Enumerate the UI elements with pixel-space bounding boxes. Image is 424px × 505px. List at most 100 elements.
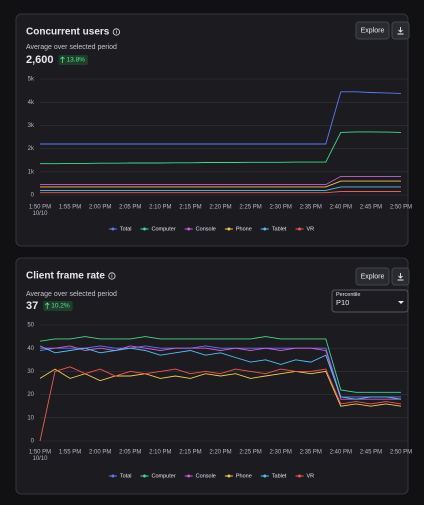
x-tick-label: 2:30 PM	[269, 205, 291, 211]
x-tick-label: 1:50 PM	[29, 450, 51, 456]
x-tick-label: 2:50 PM	[390, 205, 412, 211]
series-line	[40, 180, 401, 188]
y-tick-label: 10	[27, 415, 34, 421]
up-arrow	[44, 302, 50, 309]
legend-label: Computer	[152, 226, 176, 232]
percentile-dropdown[interactable]	[331, 289, 409, 313]
y-tick-label: 3k	[28, 123, 35, 129]
x-tick-label: 2:05 PM	[119, 205, 141, 211]
card-title: Client frame rate	[26, 271, 105, 282]
x-tick-label: 2:15 PM	[179, 205, 201, 211]
info-icon-glyph: i	[116, 29, 117, 34]
x-tick-label: 2:20 PM	[209, 450, 231, 456]
change-badge	[43, 301, 73, 311]
change-badge	[58, 55, 88, 65]
legend-item: Phone	[224, 226, 252, 232]
y-tick-label: 0	[31, 193, 35, 199]
series-line	[40, 186, 401, 191]
series-line	[40, 191, 401, 194]
series-line	[39, 368, 402, 407]
legend-label: Phone	[236, 226, 252, 232]
legend-dot	[187, 474, 191, 478]
x-tick-label: 2:45 PM	[360, 450, 382, 456]
legend-item: VR	[295, 226, 314, 232]
y-tick-label: 5k	[28, 77, 35, 83]
card-frame	[15, 257, 409, 495]
legend-dot	[263, 474, 267, 478]
up-arrow	[60, 56, 65, 63]
x-tick-label: 2:00 PM	[89, 450, 111, 456]
card: Concurrent users i Explore Average over sel…	[15, 13, 412, 247]
series-line	[40, 131, 402, 165]
x-tick-label: 2:45 PM	[360, 205, 382, 211]
x-tick-label: 2:30 PM	[269, 450, 291, 456]
explore-button[interactable]	[355, 21, 390, 40]
x-tick-label: 2:25 PM	[239, 205, 261, 211]
x-tick-label: 2:10 PM	[149, 205, 171, 211]
y-tick-label: 30	[27, 369, 34, 375]
x-date-label: 10/10	[32, 211, 48, 217]
summary-value: 2,600	[26, 54, 54, 66]
x-tick-label: 1:55 PM	[59, 205, 81, 211]
x-date-label: 10/10	[32, 456, 48, 462]
download-icon	[397, 27, 404, 35]
y-tick-label: 0	[31, 439, 35, 445]
x-tick-label: 2:05 PM	[119, 450, 141, 456]
legend-label: Console	[196, 226, 216, 232]
legend-item: Tablet	[260, 226, 287, 232]
legend-dot	[263, 227, 267, 231]
legend-item: Computer	[140, 473, 176, 479]
series-line	[40, 175, 401, 186]
legend-dot	[111, 227, 115, 231]
legend-dot	[187, 227, 191, 231]
x-tick-label: 2:20 PM	[209, 205, 231, 211]
legend-item: Total	[108, 226, 132, 232]
series-line	[40, 345, 401, 400]
legend-dot	[143, 474, 147, 478]
y-tick-label: 2k	[28, 146, 35, 152]
y-tick-label: 20	[27, 392, 34, 398]
legend-item: Phone	[224, 473, 252, 479]
card-subtitle: Average over selected period	[26, 44, 117, 51]
explore-button[interactable]	[355, 267, 390, 286]
dropdown-value[interactable]: P10	[336, 298, 349, 307]
x-tick-label: 2:15 PM	[179, 450, 201, 456]
legend-dot	[111, 474, 115, 478]
legend-dot	[227, 227, 231, 231]
series-line	[39, 345, 402, 400]
card-subtitle: Average over selected period	[26, 291, 117, 298]
legend-dot	[143, 227, 147, 231]
x-tick-label: 2:35 PM	[300, 450, 322, 456]
change-value: 13.8%	[67, 57, 86, 64]
legend-label: Total	[120, 226, 132, 232]
change-value: 10.2%	[51, 303, 70, 310]
x-tick-label: 2:25 PM	[239, 450, 261, 456]
legend-dot	[227, 474, 231, 478]
card: Client frame rate i Explore Average over se…	[15, 257, 412, 495]
legend-item: Computer	[140, 226, 176, 232]
y-tick-label: 40	[27, 346, 34, 352]
download-icon	[397, 273, 404, 281]
legend-item: Tablet	[260, 473, 287, 479]
explore-label[interactable]: Explore	[361, 27, 385, 34]
y-tick-label: 1k	[28, 169, 35, 175]
x-tick-label: 2:35 PM	[300, 205, 322, 211]
card-frame	[15, 13, 409, 247]
explore-label[interactable]: Explore	[361, 273, 385, 280]
series-line	[40, 91, 402, 145]
y-tick-label: 50	[27, 323, 34, 329]
info-icon-glyph: i	[111, 273, 112, 278]
y-tick-label: 4k	[28, 100, 35, 106]
legend-dot	[297, 227, 301, 231]
legend-label: Total	[120, 473, 132, 479]
legend-item: Total	[108, 473, 132, 479]
x-tick-label: 2:50 PM	[390, 450, 412, 456]
x-tick-label: 1:50 PM	[29, 205, 51, 211]
dropdown-caret	[398, 301, 404, 304]
x-tick-label: 2:40 PM	[330, 205, 352, 211]
info-icon	[108, 272, 116, 280]
x-tick-label: 2:00 PM	[89, 205, 111, 211]
dropdown-label: Percentile	[336, 292, 360, 298]
legend-label: Phone	[236, 473, 252, 479]
